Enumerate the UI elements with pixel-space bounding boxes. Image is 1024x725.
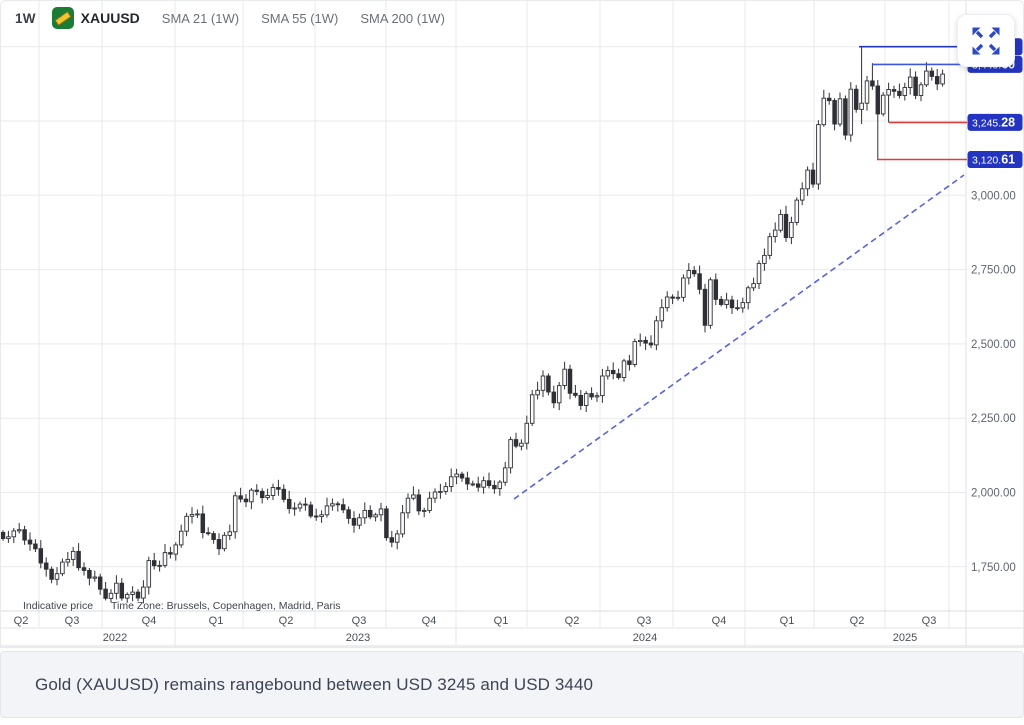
symbol-label: XAUUSD: [80, 10, 140, 26]
svg-text:Q2: Q2: [565, 615, 580, 627]
v-gridlines: [38, 1, 950, 628]
svg-text:Q4: Q4: [712, 615, 727, 627]
x-axis-labels: Q2 Q3 Q4 Q1 Q2 Q3 Q4 Q1 Q2 Q3 Q4 Q1 Q2 Q3 2022 2023 2024…: [14, 615, 937, 644]
indicator-sma21-label: SMA 21 (1W): [161, 10, 240, 26]
svg-text:3,120.61: 3,120.61: [972, 153, 1015, 167]
svg-text:Q1: Q1: [209, 615, 224, 627]
svg-text:2025: 2025: [893, 632, 917, 644]
price-line-312061: 3,120.61: [877, 151, 1023, 168]
fullscreen-expand-icon: [972, 27, 1000, 54]
svg-text:2023: 2023: [346, 632, 370, 644]
svg-text:2022: 2022: [103, 632, 127, 644]
axis-frame: [1, 1, 1024, 647]
indicator-sma200-label: SMA 200 (1W): [360, 10, 445, 26]
svg-text:Q3: Q3: [352, 615, 367, 627]
svg-text:Q2: Q2: [850, 615, 865, 627]
chart-widget: 1W XAUUSD SMA 21 (1W) SMA 55 (1W) SMA 20…: [0, 0, 1024, 648]
svg-text:3,245.28: 3,245.28: [972, 115, 1015, 129]
svg-text:Q3: Q3: [637, 615, 652, 627]
h-gridlines: [1, 46, 966, 568]
svg-text:Q3: Q3: [922, 615, 937, 627]
svg-text:2,750.00: 2,750.00: [971, 265, 1016, 277]
caption-bar: Gold (XAUUSD) remains rangebound between…: [0, 651, 1024, 718]
svg-text:Q2: Q2: [14, 615, 29, 627]
svg-text:2024: 2024: [633, 632, 657, 644]
chart-header: 1W XAUUSD SMA 21 (1W) SMA 55 (1W) SMA 20…: [1, 1, 1023, 35]
svg-text:Q4: Q4: [142, 615, 157, 627]
svg-text:2,500.00: 2,500.00: [971, 339, 1016, 351]
expand-button[interactable]: [957, 14, 1015, 67]
svg-text:Q4: Q4: [422, 615, 437, 627]
svg-text:Q1: Q1: [780, 615, 795, 627]
svg-text:2,250.00: 2,250.00: [971, 413, 1016, 425]
svg-text:Indicative price: Indicative price: [23, 600, 93, 612]
candles-layer: [1, 46, 945, 604]
y-axis-labels: 3,000.00 2,750.00 2,500.00 2,250.00 2,000.00…: [971, 190, 1016, 574]
price-line-324528: 3,245.28: [889, 113, 1023, 131]
svg-text:3,000.00: 3,000.00: [971, 190, 1016, 202]
svg-text:Q2: Q2: [279, 615, 294, 627]
caption-text: Gold (XAUUSD) remains rangebound between…: [35, 674, 594, 694]
svg-text:Q1: Q1: [494, 615, 509, 627]
svg-text:1,750.00: 1,750.00: [971, 562, 1016, 574]
svg-text:Q3: Q3: [65, 615, 80, 627]
chart-plot-area[interactable]: 3,000.00 2,750.00 2,500.00 2,250.00 2,000.00…: [1, 1, 1024, 649]
trendline-dashed: [513, 174, 965, 500]
svg-text:2,000.00: 2,000.00: [971, 488, 1016, 500]
footnote-labels: Indicative price Time Zone: Brussels, Cop…: [23, 600, 341, 612]
svg-text:Time Zone: Brussels, Copenhage: Time Zone: Brussels, Copenhagen, Madrid,…: [111, 600, 341, 612]
gold-bar-icon: [51, 7, 74, 29]
indicator-sma55-label: SMA 55 (1W): [261, 10, 339, 26]
timeframe-label: 1W: [15, 10, 36, 26]
